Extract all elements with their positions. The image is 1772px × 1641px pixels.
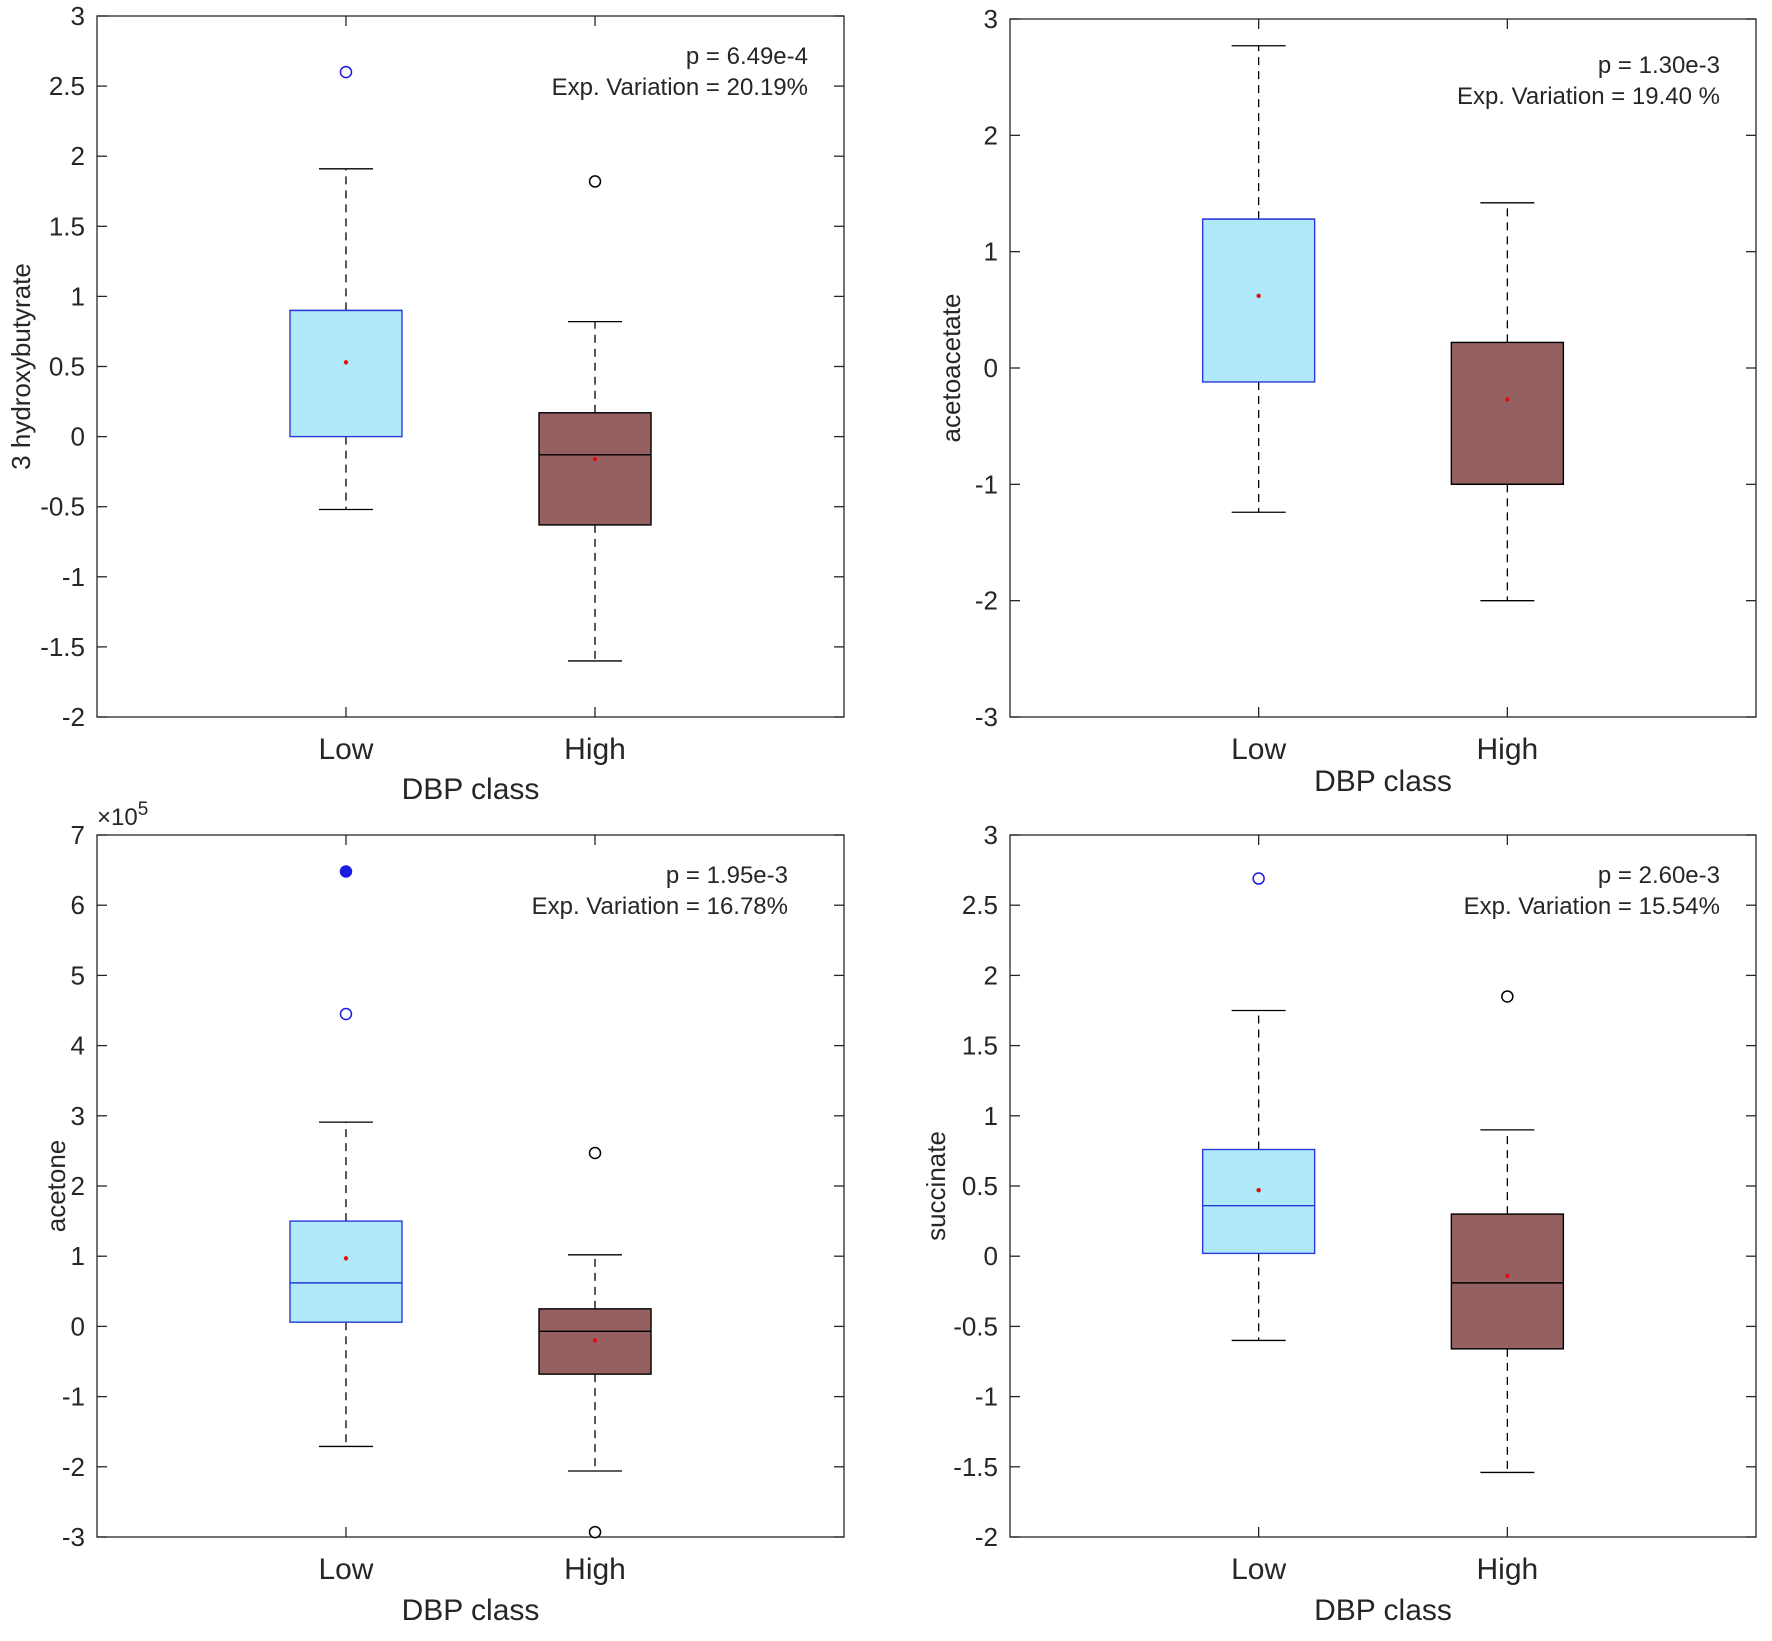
x-axis-label: DBP class xyxy=(402,1594,540,1627)
y-tick-label: -1.5 xyxy=(40,632,85,662)
y-tick-label: 2 xyxy=(71,141,85,171)
x-tick-label: Low xyxy=(1231,733,1286,766)
x-tick-label: High xyxy=(564,733,626,766)
low-mean-marker xyxy=(343,1256,349,1261)
low-mean-marker xyxy=(343,360,349,365)
high-mean-marker xyxy=(592,1338,598,1343)
exp-variation-label: Exp. Variation = 15.54% xyxy=(1464,893,1720,920)
high-mean-marker xyxy=(1505,1273,1510,1279)
axes-frame xyxy=(1009,18,1757,718)
y-tick-label: -1 xyxy=(62,1382,85,1412)
low-outlier-point xyxy=(339,65,353,79)
y-tick-label: 0 xyxy=(984,353,998,383)
y-tick-label: 2 xyxy=(71,1171,85,1201)
high-outlier-point xyxy=(588,1525,602,1539)
p-value-label: p = 6.49e-4 xyxy=(686,43,808,70)
y-tick-label: 5 xyxy=(71,960,85,990)
high-mean-marker xyxy=(1505,397,1510,402)
x-axis-label: DBP class xyxy=(1314,1594,1452,1627)
y-tick-label: 6 xyxy=(71,890,85,920)
y-tick-label: -2 xyxy=(975,1522,998,1552)
y-tick-label: -1 xyxy=(62,562,85,592)
x-axis-label: DBP class xyxy=(402,773,540,806)
y-tick-label: -2 xyxy=(62,1452,85,1482)
low-box xyxy=(289,309,403,438)
y-axis-label: acetoacetate xyxy=(936,294,966,443)
x-tick-label: Low xyxy=(318,1553,373,1586)
exponent-base: ×10 xyxy=(97,804,138,831)
y-tick-label: -1 xyxy=(975,1382,998,1412)
y-tick-label: -2 xyxy=(975,586,998,616)
y-tick-label: 3 xyxy=(71,1,85,31)
panel-acetone: -3 -2 -1 0 1 2 3 4 5 6 7 Low High DBP class acetone ×10… xyxy=(41,799,845,1627)
p-value-label: p = 2.60e-3 xyxy=(1598,862,1720,889)
y-tick-label: -2 xyxy=(62,702,85,732)
low-outlier-point xyxy=(1252,872,1265,885)
low-box xyxy=(1201,1148,1316,1255)
y-tick-label: 1 xyxy=(71,1241,85,1271)
y-axis-label: succinate xyxy=(921,1131,951,1241)
y-tick-label: 1 xyxy=(984,1101,998,1131)
exp-variation-label: Exp. Variation = 16.78% xyxy=(532,893,788,920)
y-tick-label: 0 xyxy=(71,1311,85,1341)
y-tick-label: 0.5 xyxy=(49,352,85,382)
y-tick-label: 1.5 xyxy=(49,211,85,241)
high-outlier-point xyxy=(588,1146,602,1160)
exp-variation-label: Exp. Variation = 19.40 % xyxy=(1457,83,1720,110)
high-box xyxy=(1450,1213,1565,1350)
p-value-label: p = 1.30e-3 xyxy=(1598,52,1720,79)
p-value-label: p = 1.95e-3 xyxy=(666,862,788,889)
x-axis-label: DBP class xyxy=(1314,765,1452,798)
x-tick-label: High xyxy=(564,1553,626,1586)
panel-acetoacetate: -3 -2 -1 0 1 2 3 Low High DBP class acetoacetate p … xyxy=(936,4,1757,798)
y-tick-label: 1 xyxy=(71,281,85,311)
y-tick-label: 1 xyxy=(984,237,998,267)
y-tick-label: 0.5 xyxy=(962,1171,998,1201)
y-tick-label: -3 xyxy=(62,1522,85,1552)
low-mean-marker xyxy=(1256,293,1261,299)
y-tick-label: -0.5 xyxy=(953,1311,998,1341)
low-outlier-point xyxy=(339,1007,353,1021)
axes-frame xyxy=(1009,834,1757,1538)
high-box xyxy=(1450,341,1565,486)
low-box xyxy=(289,1220,403,1323)
panel-3-hydroxybutyrate: -2 -1.5 -1 -0.5 0 0.5 1 1.5 2 2.5 3 Low High DBP clas… xyxy=(6,1,845,806)
y-tick-label: 2 xyxy=(984,960,998,990)
low-box xyxy=(1201,218,1316,383)
y-tick-label: 3 xyxy=(984,4,998,34)
axes-frame xyxy=(96,834,845,1538)
high-outlier-point xyxy=(588,175,602,188)
y-tick-label: 3 xyxy=(71,1101,85,1131)
y-tick-label: -1 xyxy=(975,469,998,499)
x-tick-label: High xyxy=(1477,733,1539,766)
panel-succinate: -2 -1.5 -1 -0.5 0 0.5 1 1.5 2 2.5 3 Low High DBP clas… xyxy=(921,820,1757,1627)
y-tick-label: -3 xyxy=(975,702,998,732)
low-outlier-point xyxy=(339,865,353,878)
y-tick-label: 2 xyxy=(984,120,998,150)
high-mean-marker xyxy=(592,456,598,462)
axes-frame xyxy=(96,15,845,718)
y-tick-label: 7 xyxy=(71,820,85,850)
y-tick-label: 0 xyxy=(71,422,85,452)
exponent-power: 5 xyxy=(138,799,149,820)
low-mean-marker xyxy=(1256,1188,1261,1193)
y-tick-label: -0.5 xyxy=(40,492,85,522)
y-axis-label: 3 hydroxybutyrate xyxy=(6,263,36,470)
y-tick-label: 2.5 xyxy=(962,890,998,920)
y-tick-label: 3 xyxy=(984,820,998,850)
high-outlier-point xyxy=(1501,990,1514,1003)
y-tick-label: 1.5 xyxy=(962,1031,998,1061)
high-box xyxy=(538,412,652,526)
x-tick-label: Low xyxy=(1231,1553,1286,1586)
exp-variation-label: Exp. Variation = 20.19% xyxy=(552,74,808,101)
y-axis-label: acetone xyxy=(41,1140,71,1233)
y-tick-label: 2.5 xyxy=(49,71,85,101)
y-tick-label: 4 xyxy=(71,1031,85,1061)
y-exponent-label: ×105 xyxy=(97,799,148,831)
y-tick-label: -1.5 xyxy=(953,1452,998,1482)
y-tick-label: 0 xyxy=(984,1241,998,1271)
x-tick-label: High xyxy=(1477,1553,1539,1586)
x-tick-label: Low xyxy=(318,733,373,766)
